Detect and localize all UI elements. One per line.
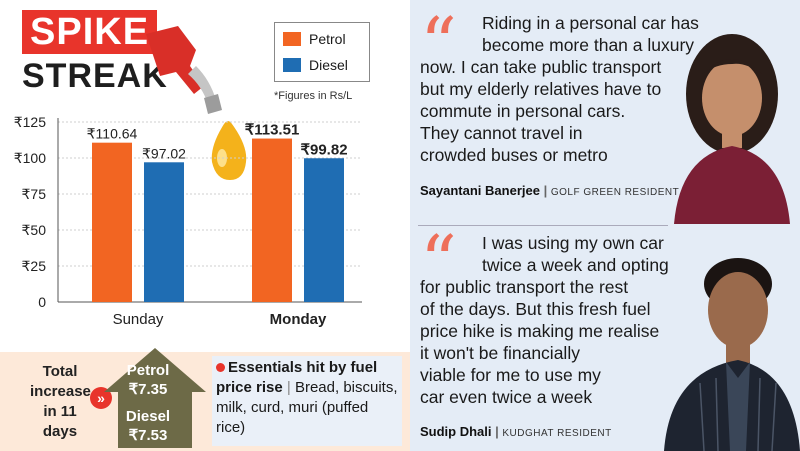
quote-1-line: crowded buses or metro — [420, 145, 608, 165]
bullet-icon — [216, 363, 225, 372]
quote-mark-icon: “ — [420, 2, 457, 86]
quote-2-line: price hike is making me realise — [420, 321, 660, 341]
quote-1-line: They cannot travel in — [420, 123, 583, 143]
units-footnote: *Figures in Rs/L — [274, 90, 353, 102]
quote-1-line: but my elderly relatives have to — [420, 79, 662, 99]
essentials-items: Bread, biscuits, milk, curd, muri (puffe… — [216, 379, 398, 436]
y-tick-label: ₹100 — [14, 150, 46, 166]
diesel-increase-value: ₹7.53 — [128, 427, 168, 444]
total-increase-label: Total increase in 11 days — [30, 363, 91, 440]
avatar-sudip — [664, 258, 800, 451]
petrol-increase-value: ₹7.35 — [128, 381, 168, 398]
quote-2-line: viable for me to use my — [420, 365, 601, 385]
y-tick-label: ₹50 — [22, 222, 47, 238]
quote-1-attribution: Sayantani Banerjee | GOLF GREEN RESIDENT — [420, 183, 680, 198]
data-label: ₹110.64 — [87, 126, 138, 142]
quote-1-line: commute in personal cars. — [420, 101, 626, 121]
y-tick-label: ₹25 — [22, 258, 47, 274]
diesel-increase-label: Diesel — [125, 408, 171, 425]
quote-1-text-cont: now. I can take public transport but my … — [420, 56, 661, 166]
bar-diesel-monday — [304, 158, 344, 302]
legend-label-petrol: Petrol — [309, 31, 346, 47]
bar-diesel-sunday — [144, 162, 184, 302]
quote-1-role: GOLF GREEN RESIDENT — [550, 187, 680, 198]
data-label: ₹97.02 — [142, 145, 186, 161]
quote-2-role: KUDGHAT RESIDENT — [502, 428, 612, 439]
quote-2-line: for public transport the rest — [420, 277, 629, 297]
arrow-right-icon: » — [90, 387, 112, 409]
quote-1-line: now. I can take public transport — [420, 57, 662, 77]
y-tick-label: 0 — [38, 294, 46, 310]
essentials-box: Essentials hit by fuel price rise | Brea… — [212, 356, 402, 446]
petrol-increase-label: Petrol — [126, 362, 170, 379]
quote-2-name: Sudip Dhali — [420, 424, 492, 439]
x-tick-label: Monday — [270, 311, 327, 328]
quote-2-line: of the days. But this fresh fuel — [420, 299, 651, 319]
legend-swatch-petrol — [283, 32, 301, 46]
quote-2-text-cont: for public transport the rest of the day… — [420, 276, 659, 408]
quote-2-text: I was using my own car twice a week and … — [482, 232, 669, 276]
title-spike: SPIKE — [22, 10, 158, 54]
quote-2-line: car even twice a week — [420, 387, 593, 407]
bar-petrol-monday — [252, 138, 292, 302]
y-tick-label: ₹75 — [22, 186, 47, 202]
fuel-nozzle-icon — [146, 26, 247, 180]
avatar-sayantani — [674, 34, 790, 224]
quotes-divider — [418, 225, 668, 226]
quote-2-line: twice a week and opting — [482, 255, 669, 275]
x-tick-label: Sunday — [113, 311, 164, 328]
quote-1-line: become more than a luxury — [482, 35, 695, 55]
bar-chart: 0 ₹25 ₹50 ₹75 ₹100 ₹125 ₹110.64₹97.02 Sunday ₹11… — [14, 114, 362, 328]
data-label: ₹99.82 — [300, 141, 347, 158]
quote-1-name: Sayantani Banerjee — [420, 183, 540, 198]
quote-2-line: I was using my own car — [482, 233, 664, 253]
essentials-heading: Essentials hit by fuel price rise — [216, 359, 378, 396]
legend-item-petrol: Petrol — [283, 31, 346, 47]
quote-1-text: Riding in a personal car has become more… — [482, 12, 699, 56]
data-label: ₹113.51 — [245, 122, 300, 139]
y-tick-label: ₹125 — [14, 114, 46, 130]
legend-label-diesel: Diesel — [309, 57, 348, 73]
quote-1-line: Riding in a personal car has — [482, 13, 699, 33]
quote-mark-icon-2: “ — [420, 220, 457, 304]
quote-2-attribution: Sudip Dhali | KUDGHAT RESIDENT — [420, 424, 612, 439]
title-streak: STREAK — [22, 57, 168, 95]
quote-2-line: it won't be financially — [420, 343, 580, 363]
bar-petrol-sunday — [92, 142, 132, 302]
increase-arrow-shape — [104, 348, 206, 448]
legend: Petrol Diesel — [274, 22, 370, 82]
legend-item-diesel: Diesel — [283, 57, 348, 73]
legend-swatch-diesel — [283, 58, 301, 72]
